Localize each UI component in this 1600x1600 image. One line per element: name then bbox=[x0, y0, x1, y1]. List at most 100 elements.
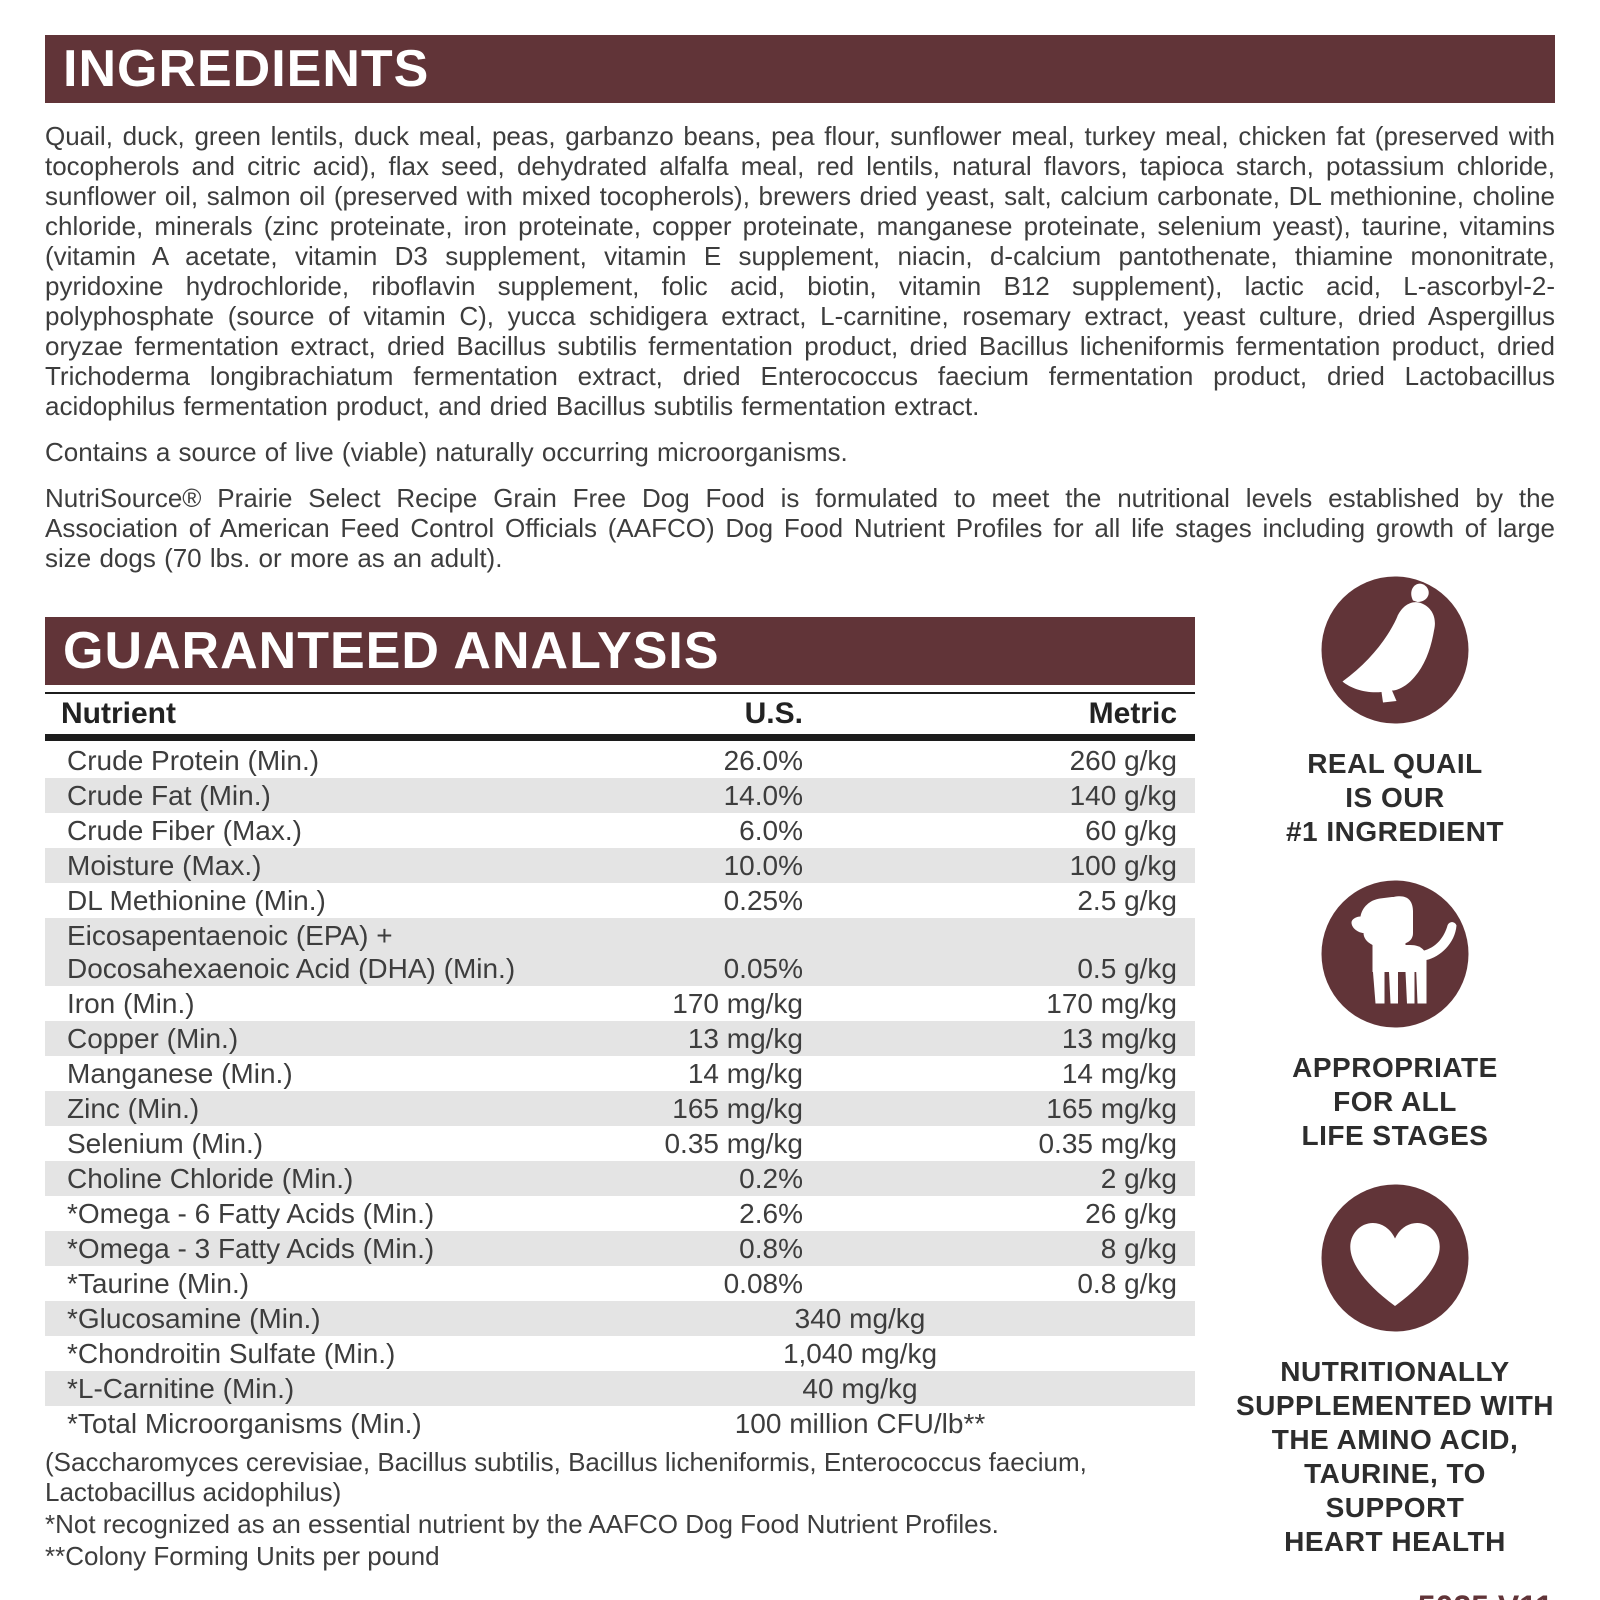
badge-label: NUTRITIONALLY SUPPLEMENTED WITH THE AMIN… bbox=[1235, 1356, 1555, 1557]
table-row: *Omega - 6 Fatty Acids (Min.) 2.6% 26 g/… bbox=[45, 1196, 1195, 1231]
analysis-table: Nutrient U.S. Metric Crude Protein (Min.… bbox=[45, 692, 1195, 1441]
combined-value: 100 million CFU/lb** bbox=[734, 1408, 986, 1439]
microorganisms-note: Contains a source of live (viable) natur… bbox=[45, 437, 848, 467]
metric-value: 0.5 g/kg bbox=[1077, 953, 1177, 984]
metric-value: 2.5 g/kg bbox=[1077, 885, 1177, 916]
table-row: Choline Chloride (Min.) 0.2% 2 g/kg bbox=[45, 1161, 1195, 1196]
metric-value: 260 g/kg bbox=[1069, 745, 1177, 776]
us-value: 10.0% bbox=[723, 850, 803, 881]
metric-value: 14 mg/kg bbox=[1061, 1058, 1177, 1089]
us-value: 14 mg/kg bbox=[687, 1058, 803, 1089]
table-row: *Glucosamine (Min.) 340 mg/kg bbox=[45, 1301, 1195, 1336]
metric-value: 26 g/kg bbox=[1085, 1198, 1177, 1229]
table-row: *Chondroitin Sulfate (Min.) 1,040 mg/kg bbox=[45, 1336, 1195, 1371]
nutrient-name: *L-Carnitine (Min.) bbox=[67, 1373, 295, 1404]
table-row: Crude Fiber (Max.) 6.0% 60 g/kg bbox=[45, 813, 1195, 848]
badge-heart: NUTRITIONALLY SUPPLEMENTED WITH THE AMIN… bbox=[1235, 1183, 1555, 1559]
table-row: *Omega - 3 Fatty Acids (Min.) 0.8% 8 g/k… bbox=[45, 1231, 1195, 1266]
nutrient-name: *Omega - 6 Fatty Acids (Min.) bbox=[67, 1198, 435, 1229]
heart-icon bbox=[1321, 1184, 1469, 1332]
ingredients-title: INGREDIENTS bbox=[63, 40, 430, 98]
table-header-row: Nutrient U.S. Metric bbox=[45, 692, 1195, 734]
badge-dog: APPROPRIATE FOR ALL LIFE STAGES bbox=[1235, 879, 1555, 1153]
us-value: 0.35 mg/kg bbox=[664, 1128, 803, 1159]
metric-value: 0.35 mg/kg bbox=[1038, 1128, 1177, 1159]
combined-value: 40 mg/kg bbox=[802, 1373, 918, 1404]
table-body: Crude Protein (Min.) 26.0% 260 g/kg Crud… bbox=[45, 743, 1195, 1441]
table-row: Zinc (Min.) 165 mg/kg 165 mg/kg bbox=[45, 1091, 1195, 1126]
metric-value: 165 mg/kg bbox=[1046, 1093, 1177, 1124]
us-value: 14.0% bbox=[723, 780, 803, 811]
table-row: Manganese (Min.) 14 mg/kg 14 mg/kg bbox=[45, 1056, 1195, 1091]
table-row: Selenium (Min.) 0.35 mg/kg 0.35 mg/kg bbox=[45, 1126, 1195, 1161]
us-value: 0.08% bbox=[723, 1268, 803, 1299]
metric-value: 140 g/kg bbox=[1069, 780, 1177, 811]
guaranteed-analysis-title: GUARANTEED ANALYSIS bbox=[63, 622, 720, 680]
nutrient-name: Crude Fiber (Max.) bbox=[67, 815, 302, 846]
metric-value: 60 g/kg bbox=[1085, 815, 1177, 846]
table-row: DL Methionine (Min.) 0.25% 2.5 g/kg bbox=[45, 883, 1195, 918]
metric-value: 8 g/kg bbox=[1100, 1233, 1177, 1264]
ingredients-title-bar: INGREDIENTS bbox=[45, 35, 1555, 103]
badge-quail: REAL QUAIL IS OUR #1 INGREDIENT bbox=[1235, 575, 1555, 849]
ingredients-body: Quail, duck, green lentils, duck meal, p… bbox=[45, 121, 1555, 421]
us-value: 0.25% bbox=[723, 885, 803, 916]
product-code: 5025 V11 bbox=[1235, 1589, 1555, 1600]
guaranteed-analysis-title-bar: GUARANTEED ANALYSIS bbox=[45, 617, 1195, 685]
us-value: 13 mg/kg bbox=[687, 1023, 803, 1054]
aafco-statement: NutriSource® Prairie Select Recipe Grain… bbox=[45, 483, 1555, 573]
nutrient-name: Moisture (Max.) bbox=[67, 850, 262, 881]
dog-icon bbox=[1321, 880, 1469, 1028]
metric-value: 170 mg/kg bbox=[1046, 988, 1177, 1019]
header-double-rule bbox=[45, 734, 1195, 741]
us-value: 6.0% bbox=[739, 815, 803, 846]
nutrient-name: Manganese (Min.) bbox=[67, 1058, 293, 1089]
lower-section: GUARANTEED ANALYSIS Nutrient U.S. Metric… bbox=[45, 576, 1555, 1600]
us-value: 165 mg/kg bbox=[672, 1093, 803, 1124]
table-row: Iron (Min.) 170 mg/kg 170 mg/kg bbox=[45, 986, 1195, 1021]
us-value: 0.2% bbox=[739, 1163, 803, 1194]
table-row: Crude Fat (Min.) 14.0% 140 g/kg bbox=[45, 778, 1195, 813]
nutrient-name: DL Methionine (Min.) bbox=[67, 885, 326, 916]
column-header-metric: Metric bbox=[1088, 697, 1177, 730]
badge-label: APPROPRIATE FOR ALL LIFE STAGES bbox=[1292, 1052, 1498, 1151]
badge-label: REAL QUAIL IS OUR #1 INGREDIENT bbox=[1285, 748, 1505, 847]
combined-value: 340 mg/kg bbox=[794, 1303, 926, 1334]
metric-value: 2 g/kg bbox=[1100, 1163, 1177, 1194]
nutrient-name: *Total Microorganisms (Min.) bbox=[67, 1408, 422, 1439]
metric-value: 100 g/kg bbox=[1069, 850, 1177, 881]
quail-icon bbox=[1321, 576, 1469, 724]
table-row: *Total Microorganisms (Min.) 100 million… bbox=[45, 1406, 1195, 1441]
combined-value: 1,040 mg/kg bbox=[782, 1338, 938, 1369]
nutrient-name: Iron (Min.) bbox=[67, 988, 195, 1019]
table-row: Copper (Min.) 13 mg/kg 13 mg/kg bbox=[45, 1021, 1195, 1056]
guaranteed-analysis-section: GUARANTEED ANALYSIS Nutrient U.S. Metric… bbox=[45, 617, 1195, 1600]
badge-rail: REAL QUAIL IS OUR #1 INGREDIENT bbox=[1235, 575, 1555, 1600]
us-value: 0.05% bbox=[723, 953, 803, 984]
us-value: 0.8% bbox=[739, 1233, 803, 1264]
us-value: 26.0% bbox=[723, 745, 803, 776]
us-value: 2.6% bbox=[739, 1198, 803, 1229]
nutrient-name: Choline Chloride (Min.) bbox=[67, 1163, 354, 1194]
nutrient-name: Crude Fat (Min.) bbox=[67, 780, 271, 811]
table-footnote: **Colony Forming Units per pound bbox=[45, 1541, 440, 1571]
table-row: *Taurine (Min.) 0.08% 0.8 g/kg bbox=[45, 1266, 1195, 1301]
nutrient-name: Eicosapentaenoic (EPA) + Docosahexaenoic… bbox=[67, 920, 516, 984]
column-header-us: U.S. bbox=[744, 697, 803, 730]
nutrient-name: Crude Protein (Min.) bbox=[67, 745, 320, 776]
us-value: 170 mg/kg bbox=[672, 988, 803, 1019]
column-header-nutrient: Nutrient bbox=[61, 697, 176, 730]
nutrient-name: *Taurine (Min.) bbox=[67, 1268, 250, 1299]
table-footnote: *Not recognized as an essential nutrient… bbox=[45, 1509, 999, 1539]
nutrient-name: Copper (Min.) bbox=[67, 1023, 239, 1054]
nutrient-name: Selenium (Min.) bbox=[67, 1128, 264, 1159]
table-row: Eicosapentaenoic (EPA) + Docosahexaenoic… bbox=[45, 918, 1195, 986]
table-row: Crude Protein (Min.) 26.0% 260 g/kg bbox=[45, 743, 1195, 778]
nutrient-name: *Glucosamine (Min.) bbox=[67, 1303, 321, 1334]
table-row: *L-Carnitine (Min.) 40 mg/kg bbox=[45, 1371, 1195, 1406]
nutrient-name: *Omega - 3 Fatty Acids (Min.) bbox=[67, 1233, 435, 1264]
metric-value: 13 mg/kg bbox=[1061, 1023, 1177, 1054]
table-row: Moisture (Max.) 10.0% 100 g/kg bbox=[45, 848, 1195, 883]
table-footnote: (Saccharomyces cerevisiae, Bacillus subt… bbox=[45, 1447, 1087, 1507]
